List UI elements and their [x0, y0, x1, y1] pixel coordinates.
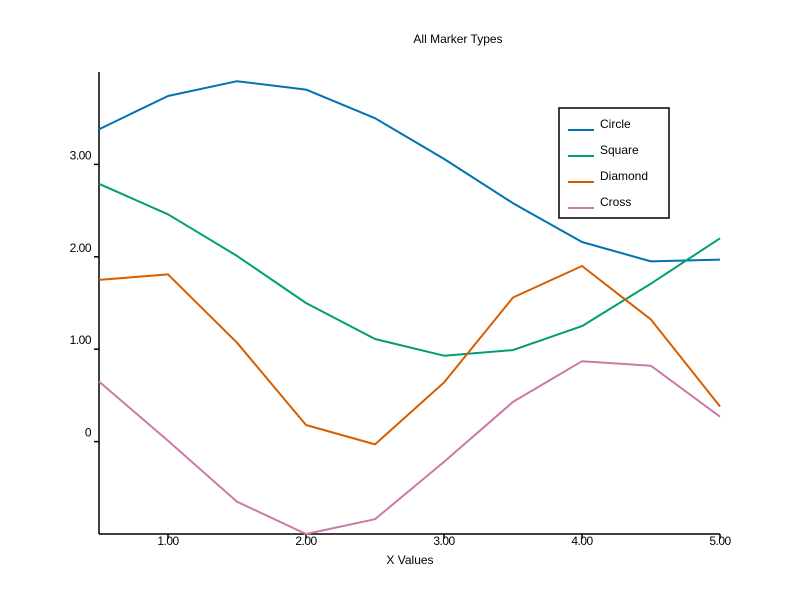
series-line-square [98, 182, 721, 357]
x-tick-label: 4.00 [571, 534, 593, 548]
y-tick-label: 2.00 [70, 241, 92, 255]
y-tick-label: 0 [85, 426, 92, 440]
x-tick-label: 3.00 [433, 534, 455, 548]
x-axis-label: X Values [386, 553, 433, 567]
axes [98, 72, 720, 535]
legend-label-diamond: Diamond [600, 169, 648, 183]
x-tick-label: 1.00 [157, 534, 179, 548]
legend-label-square: Square [600, 143, 639, 157]
ticks: 1.00 2.00 3.00 4.00 5.00 0 1.00 2.00 3.00 [70, 148, 732, 548]
x-tick-label: 5.00 [709, 534, 731, 548]
series-line-cross [98, 360, 721, 535]
series-line-circle [98, 80, 721, 263]
legend-label-circle: Circle [600, 117, 631, 131]
x-tick-label: 2.00 [295, 534, 317, 548]
series-line-diamond [98, 265, 721, 446]
y-tick-label: 3.00 [70, 148, 92, 162]
legend-label-cross: Cross [600, 195, 631, 209]
legend-box [558, 107, 670, 219]
legend: Circle Square Diamond Cross [558, 107, 670, 219]
chart-title: All Marker Types [413, 32, 502, 46]
y-tick-label: 1.00 [70, 333, 92, 347]
plot-lines [98, 80, 721, 535]
